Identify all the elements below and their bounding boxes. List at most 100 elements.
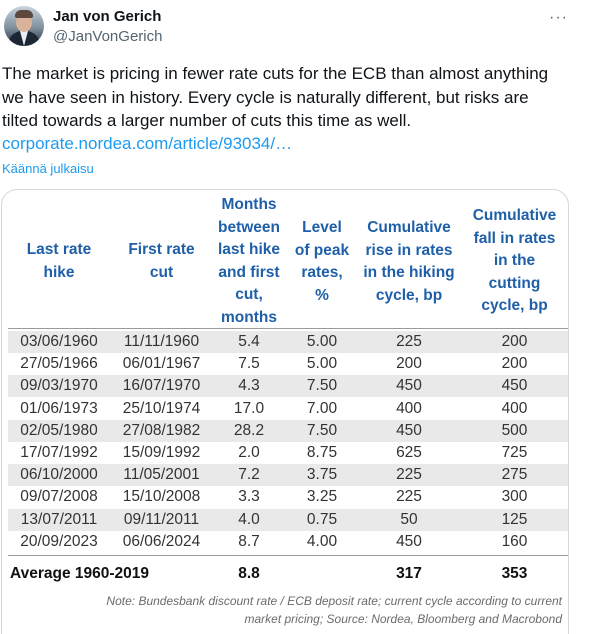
column-header-line: in the hiking — [363, 264, 455, 281]
table-cell: 50 — [400, 510, 418, 528]
table-cell: 450 — [396, 377, 422, 395]
column-header-line: cycle, bp — [375, 286, 443, 304]
table-cell: 400 — [396, 399, 422, 417]
table-cell: 400 — [501, 399, 528, 417]
table-cell: 450 — [396, 421, 422, 439]
table-cell: 160 — [501, 532, 528, 550]
column-header-line: between — [217, 218, 280, 236]
table-cell: 8.75 — [306, 444, 338, 461]
column-header-line: Level — [302, 219, 342, 236]
table-cell: 02/05/1980 — [20, 421, 98, 439]
table-cell: 06/10/2000 — [20, 466, 98, 484]
table-row: 09/03/1970 16/07/1970 4.3 7.50 450 450 — [8, 375, 568, 398]
column-header: Last rate hike — [10, 239, 108, 284]
column-header-line: months — [221, 308, 277, 326]
table-row: 13/07/2011 09/11/2011 4.0 0.75 50 125 — [8, 508, 568, 531]
column-header-line: First rate — [128, 241, 195, 258]
table-cell: 27/05/1966 — [20, 355, 98, 373]
table-cell: 8.7 — [238, 532, 260, 550]
article-link[interactable]: corporate.nordea.com/article/93034/… — [2, 134, 293, 153]
avatar[interactable] — [4, 6, 44, 46]
column-header-line: Cumulative — [472, 207, 557, 224]
table-cell: 200 — [501, 355, 528, 373]
table-cell: 200 — [396, 355, 422, 373]
table-cell: 20/09/2023 — [20, 532, 98, 550]
translate-post-link[interactable]: Käännä julkaisu — [2, 161, 94, 176]
table-cell: 200 — [501, 333, 528, 350]
column-header-line: cycle, bp — [481, 297, 548, 314]
table-note-line: Note: Bundesbank discount rate / ECB dep… — [106, 594, 562, 608]
table-row: 17/07/1992 15/09/1992 2.0 8.75 625 725 — [8, 442, 568, 464]
table-cell: 15/10/2008 — [122, 488, 201, 506]
average-divider — [8, 555, 568, 556]
table-cell: 5.00 — [306, 333, 338, 350]
tweet-text-line: The market is pricing in fewer rate cuts… — [2, 64, 549, 83]
avatar-shirt — [20, 31, 28, 46]
column-header: Months between last hike and first cut, month… — [210, 194, 288, 329]
column-header-line: rise in rates — [365, 241, 453, 259]
column-header-line: of peak — [294, 241, 350, 259]
tweet-text: The market is pricing in fewer rate cuts… — [2, 62, 587, 133]
table-cell: 09/07/2008 — [20, 488, 98, 506]
tweet-text-line: we have seen in history. Every cycle is … — [2, 87, 529, 107]
column-header: First rate cut — [114, 239, 209, 284]
table-cell: 3.3 — [238, 488, 260, 506]
table-row: 03/06/1960 11/11/1960 5.4 5.00 225 200 — [8, 331, 568, 353]
table-cell: 7.50 — [306, 421, 338, 439]
table-cell: 225 — [396, 466, 422, 484]
column-header-line: rates, — [301, 264, 343, 281]
column-header-line: fall in rates — [473, 229, 556, 247]
tweet-text-line: tilted towards a larger number of cuts t… — [2, 111, 412, 130]
table-cell: 3.75 — [306, 466, 338, 484]
table-cell: 11/11/1960 — [123, 333, 200, 350]
table-cell: 01/06/1973 — [20, 399, 98, 417]
column-header: Cumulative rise in rates in the hiking cycl… — [359, 217, 459, 307]
table-cell: 500 — [501, 421, 528, 439]
table-cell: 2.0 — [238, 444, 260, 461]
table-row: 20/09/2023 06/06/2024 8.7 4.00 450 160 — [8, 531, 568, 553]
table-note-line: market pricing; Source: Nordea, Bloomber… — [244, 611, 563, 626]
table-cell: 125 — [501, 510, 528, 528]
table-cell: 09/03/1970 — [20, 377, 98, 395]
average-months: 8.8 — [238, 565, 260, 582]
column-header: Level of peak rates,% — [288, 217, 356, 307]
more-options-icon[interactable]: ··· — [549, 9, 568, 26]
table-cell: 450 — [501, 377, 528, 395]
column-header-line: cutting — [488, 274, 541, 292]
table-cell: 225 — [396, 333, 422, 350]
table-cell: 225 — [396, 488, 422, 506]
table-cell: 4.3 — [238, 377, 260, 395]
table-cell: 09/11/2011 — [123, 510, 200, 528]
table-cell: 7.50 — [306, 377, 338, 395]
table-cell: 17.0 — [233, 399, 265, 417]
table-cell: 7.00 — [306, 399, 338, 417]
table-cell: 4.0 — [238, 510, 260, 528]
table-cell: 625 — [396, 444, 422, 461]
table-cell: 275 — [501, 466, 528, 484]
column-header-line: hike — [43, 263, 75, 281]
author-handle[interactable]: @JanVonGerich — [53, 28, 163, 45]
column-header-line: Cumulative — [367, 219, 451, 236]
table-cell: 13/07/2011 — [20, 510, 98, 528]
header-divider — [8, 328, 568, 329]
column-header-line: and first — [218, 263, 280, 281]
table-cell: 03/06/1960 — [20, 333, 98, 350]
attached-image-table[interactable]: Last rate hike First rate cut Months between l… — [1, 189, 569, 634]
column-header-line: in the — [493, 252, 536, 269]
average-fall: 353 — [501, 565, 528, 582]
table-cell: 0.75 — [306, 510, 338, 528]
table-cell: 06/01/1967 — [122, 355, 201, 373]
table-cell: 4.00 — [306, 532, 338, 550]
table-row: 02/05/1980 27/08/1982 28.2 7.50 450 500 — [8, 419, 568, 442]
avatar-hair — [15, 10, 33, 18]
table-cell: 15/09/1992 — [122, 444, 201, 461]
column-header: Cumulative fall in rates in the cutting cycl… — [462, 205, 567, 318]
table-cell: 16/07/1970 — [122, 377, 201, 395]
table-cell: 725 — [501, 444, 528, 461]
table-cell: 7.2 — [238, 466, 260, 484]
column-header-line: % — [315, 286, 329, 304]
table-cell: 11/05/2001 — [123, 466, 200, 484]
table-row: 06/10/2000 11/05/2001 7.2 3.75 225 275 — [8, 464, 568, 487]
author-name[interactable]: Jan von Gerich — [53, 8, 162, 25]
table-cell: 5.4 — [238, 333, 260, 350]
